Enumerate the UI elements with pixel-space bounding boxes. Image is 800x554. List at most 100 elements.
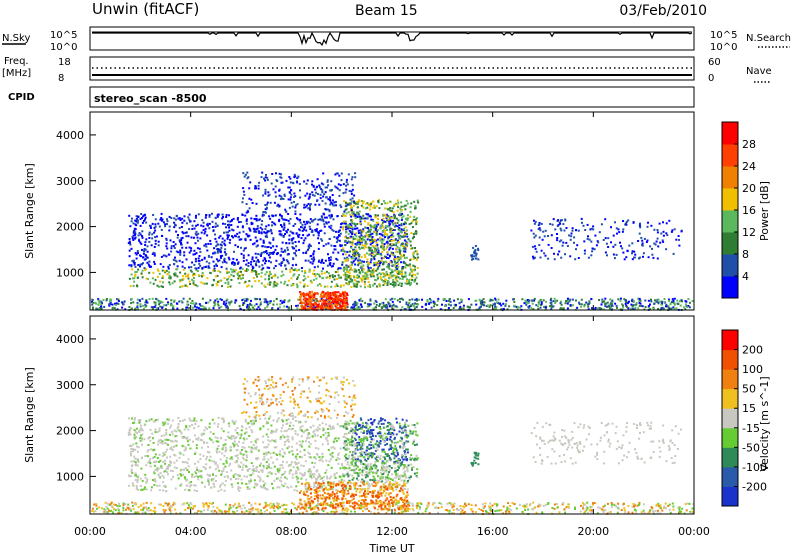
scatter-cell [355, 280, 358, 283]
scatter-cell [396, 451, 399, 454]
scatter-cell [623, 507, 626, 510]
scatter-cell [169, 509, 172, 512]
scatter-cell [309, 300, 312, 303]
scatter-cell [262, 506, 265, 509]
scatter-cell [268, 193, 271, 196]
scatter-cell [311, 229, 314, 232]
scatter-cell [376, 268, 379, 271]
scatter-cell [314, 301, 317, 304]
scatter-cell [220, 279, 223, 282]
scatter-cell [254, 508, 257, 511]
scatter-cell [354, 224, 357, 227]
scatter-cell [538, 244, 541, 246]
scatter-cell [397, 276, 400, 279]
scatter-cell [627, 505, 630, 507]
scatter-cell [428, 512, 431, 515]
scatter-cell [586, 507, 589, 510]
scatter-cell [387, 237, 390, 240]
scatter-cell [356, 307, 359, 310]
scatter-cell [151, 307, 154, 310]
scatter-cell [494, 302, 496, 305]
scatter-cell [138, 299, 141, 302]
scatter-cell [98, 308, 101, 310]
scatter-cell [365, 242, 368, 245]
scatter-cell [366, 270, 369, 273]
scatter-cell [323, 285, 326, 288]
scatter-cell [144, 301, 147, 304]
scatter-cell [436, 299, 439, 302]
scatter-cell [415, 250, 418, 253]
scatter-cell [244, 173, 247, 176]
scatter-cell [377, 214, 380, 217]
scatter-cell [182, 445, 185, 448]
scatter-cell [339, 294, 342, 297]
scatter-cell [291, 242, 294, 245]
freq-tick-bottom: 8 [58, 73, 64, 84]
scatter-cell [228, 303, 231, 306]
scatter-cell [290, 193, 293, 196]
scatter-cell [301, 223, 304, 226]
scatter-cell [247, 298, 250, 301]
scatter-cell [273, 300, 275, 303]
scatter-cell [590, 240, 593, 243]
scatter-cell [148, 264, 151, 267]
scatter-cell [538, 505, 541, 508]
scatter-cell [665, 232, 668, 235]
scatter-cell [395, 265, 398, 267]
scatter-cell [272, 188, 275, 191]
scatter-cell [641, 239, 644, 242]
scatter-cell [264, 188, 267, 191]
scatter-cell [345, 294, 348, 297]
scatter-cell [452, 512, 455, 515]
scatter-cell [145, 238, 148, 241]
scatter-cell [253, 260, 256, 263]
scatter-cell [404, 266, 407, 269]
scatter-cell [631, 252, 633, 255]
scatter-cell [380, 242, 383, 245]
scatter-cell [684, 308, 687, 311]
scatter-cell [314, 306, 317, 309]
scatter-cell [183, 267, 186, 269]
scatter-cell [393, 297, 396, 300]
scatter-cell [478, 508, 481, 510]
scatter-cell [272, 507, 275, 510]
scatter-cell [185, 246, 188, 249]
scatter-cell [152, 282, 155, 285]
scatter-cell [327, 221, 330, 224]
scatter-cell [308, 246, 311, 249]
scatter-cell [302, 298, 305, 301]
scatter-cell [257, 306, 260, 309]
scatter-cell [262, 211, 265, 214]
nave-tick-bottom: 0 [708, 73, 714, 84]
scatter-cell [401, 255, 404, 258]
scatter-cell [412, 255, 415, 258]
scatter-cell [409, 206, 412, 209]
scatter-cell [508, 511, 511, 514]
scatter-cell [144, 244, 147, 246]
scatter-cell [397, 270, 400, 273]
scatter-cell [689, 510, 692, 513]
scatter-cell [533, 506, 536, 509]
scatter-cell [264, 273, 267, 276]
scatter-cell [516, 307, 519, 310]
scatter-cell [445, 509, 448, 511]
scatter-cell [371, 253, 374, 256]
scatter-cell [328, 257, 330, 259]
scatter-cell [502, 505, 505, 508]
scatter-cell [318, 203, 321, 206]
scatter-cell [216, 298, 219, 300]
scatter-cell [149, 509, 152, 512]
scatter-cell [391, 297, 394, 300]
scatter-cell [371, 238, 373, 241]
scatter-cell [409, 268, 412, 271]
scatter-cell [350, 246, 353, 249]
scatter-cell [281, 225, 283, 228]
scatter-cell [187, 277, 190, 280]
scatter-cell [261, 171, 264, 174]
scatter-cell [257, 259, 259, 262]
scatter-cell [199, 250, 202, 253]
scatter-cell [386, 233, 389, 236]
scatter-cell [631, 505, 634, 508]
scatter-cell [625, 256, 628, 259]
scatter-cell [413, 236, 415, 238]
